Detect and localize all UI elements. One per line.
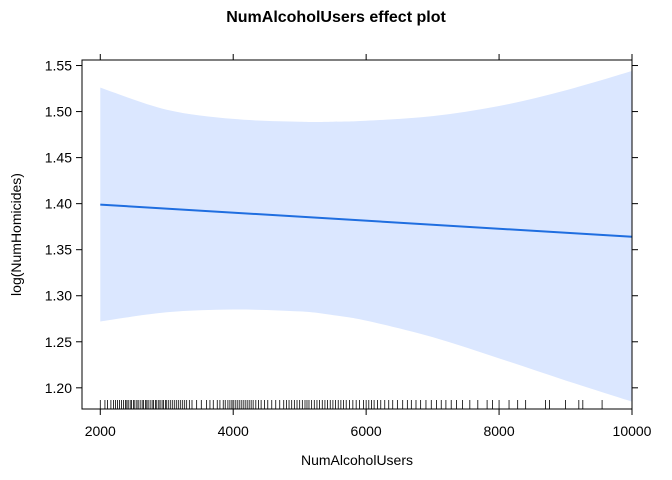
x-tick-label: 6000: [351, 423, 382, 439]
x-tick-label: 2000: [85, 423, 116, 439]
y-tick-label: 1.40: [45, 196, 72, 212]
y-tick-label: 1.25: [45, 334, 72, 350]
y-axis-label: log(NumHomicides): [8, 173, 24, 296]
y-tick-label: 1.20: [45, 380, 72, 396]
x-axis-label: NumAlcoholUsers: [301, 452, 413, 468]
x-tick-label: 10000: [613, 423, 652, 439]
y-tick-label: 1.35: [45, 242, 72, 258]
chart-title: NumAlcoholUsers effect plot: [226, 9, 446, 26]
plot-frame: [81, 59, 633, 410]
y-tick-label: 1.55: [45, 58, 72, 74]
confidence-band: [100, 71, 632, 402]
effect-line: [100, 203, 633, 238]
y-tick-label: 1.30: [45, 288, 72, 304]
x-tick-label: 4000: [218, 423, 249, 439]
x-tick-label: 8000: [483, 423, 514, 439]
y-tick-label: 1.45: [45, 150, 72, 166]
y-tick-label: 1.50: [45, 104, 72, 120]
